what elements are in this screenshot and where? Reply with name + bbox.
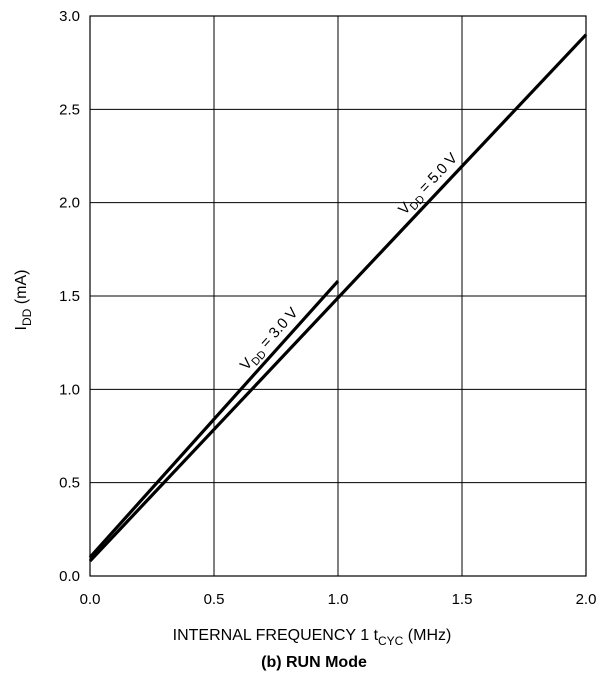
y-tick-label: 2.5: [59, 101, 80, 118]
y-axis-label: IDD (mA): [13, 270, 34, 331]
series-line-1: [88, 33, 588, 563]
chart-caption: (b) RUN Mode: [261, 654, 367, 671]
x-axis-label: INTERNAL FREQUENCY 1 tCYC (MHz): [173, 627, 452, 648]
series-label-2: VDD = 3.0 V: [237, 304, 304, 375]
y-tick-labels: 0.0 0.5 1.0 1.5 2.0 2.5 3.0: [59, 8, 80, 585]
x-tick-label: 0.5: [204, 591, 225, 608]
x-tick-label: 1.5: [452, 591, 473, 608]
y-tick-label: 1.5: [59, 288, 80, 305]
series-labels: VDD = 5.0 V VDD = 3.0 V: [237, 150, 463, 375]
y-tick-label: 3.0: [59, 8, 80, 25]
plot-frame: [89, 15, 587, 577]
x-tick-label: 1.0: [328, 591, 349, 608]
y-tick-label: 0.0: [59, 568, 80, 585]
series-lines: [88, 33, 588, 563]
svg-text:VDD = 5.0 V: VDD = 5.0 V: [395, 150, 463, 221]
series-line-2: [88, 279, 340, 559]
svg-text:VDD = 3.0 V: VDD = 3.0 V: [237, 304, 304, 375]
y-tick-label: 0.5: [59, 475, 80, 492]
x-tick-labels: 0.0 0.5 1.0 1.5 2.0: [80, 591, 597, 608]
x-tick-label: 2.0: [576, 591, 597, 608]
series-label-1: VDD = 5.0 V: [395, 150, 463, 221]
y-tick-label: 1.0: [59, 381, 80, 398]
x-tick-label: 0.0: [80, 591, 101, 608]
y-tick-label: 2.0: [59, 195, 80, 212]
